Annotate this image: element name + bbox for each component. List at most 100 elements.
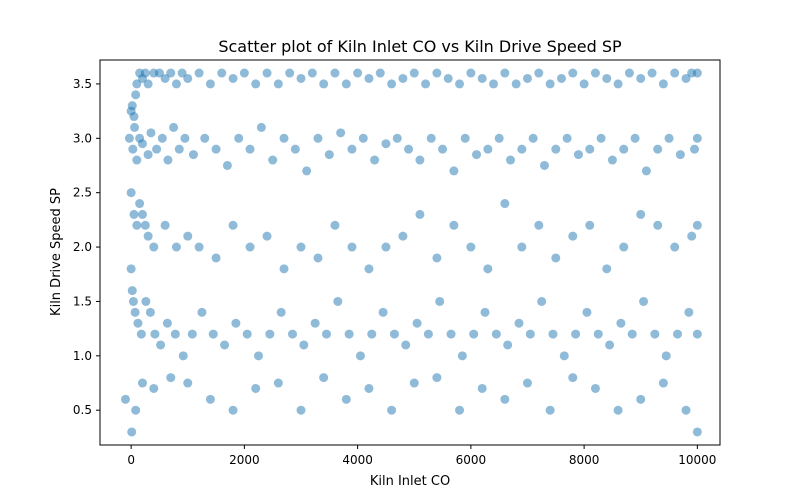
data-point: [537, 296, 547, 306]
y-tick-label: 2.5: [73, 186, 92, 200]
data-point: [613, 79, 623, 89]
data-point: [673, 329, 683, 339]
data-point: [449, 220, 459, 230]
data-point: [477, 383, 487, 393]
data-point: [211, 253, 221, 263]
data-point: [163, 155, 173, 165]
x-tick-label: 2000: [229, 453, 260, 467]
data-point: [522, 73, 532, 83]
data-point: [187, 329, 197, 339]
data-point: [211, 144, 221, 154]
data-point: [239, 68, 249, 78]
data-point: [296, 242, 306, 252]
data-points: [120, 68, 702, 437]
data-point: [616, 318, 626, 328]
data-point: [296, 405, 306, 415]
data-point: [347, 242, 357, 252]
data-point: [602, 264, 612, 274]
data-point: [313, 253, 323, 263]
data-point: [254, 351, 264, 361]
data-point: [367, 329, 377, 339]
data-point: [650, 329, 660, 339]
data-point: [426, 133, 436, 143]
data-point: [341, 394, 351, 404]
data-point: [590, 68, 600, 78]
data-point: [319, 79, 329, 89]
y-tick-label: 3.0: [73, 131, 92, 145]
data-point: [152, 144, 162, 154]
data-point: [130, 307, 140, 317]
data-point: [355, 351, 365, 361]
data-point: [169, 122, 179, 132]
data-point: [457, 351, 467, 361]
data-point: [664, 133, 674, 143]
data-point: [658, 378, 668, 388]
data-point: [166, 373, 176, 383]
data-point: [127, 286, 137, 296]
data-point: [302, 166, 312, 176]
data-point: [585, 220, 595, 230]
data-point: [296, 73, 306, 83]
data-point: [143, 79, 153, 89]
data-point: [636, 209, 646, 219]
data-point: [156, 340, 166, 350]
data-point: [647, 68, 657, 78]
data-point: [370, 155, 380, 165]
data-point: [220, 340, 230, 350]
data-point: [525, 329, 535, 339]
data-point: [571, 329, 581, 339]
data-point: [183, 378, 193, 388]
data-point: [126, 264, 136, 274]
data-point: [222, 160, 232, 170]
data-point: [166, 68, 176, 78]
data-point: [146, 128, 156, 138]
data-point: [131, 90, 141, 100]
data-point: [398, 231, 408, 241]
data-point: [432, 373, 442, 383]
data-point: [310, 318, 320, 328]
data-point: [262, 231, 272, 241]
data-point: [290, 144, 300, 154]
data-point: [127, 101, 137, 111]
data-point: [132, 220, 142, 230]
data-point: [605, 340, 615, 350]
data-point: [197, 307, 207, 317]
y-axis-label: Kiln Drive Speed SP: [49, 188, 64, 316]
data-point: [265, 329, 275, 339]
data-point: [162, 318, 172, 328]
data-point: [517, 144, 527, 154]
data-point: [124, 133, 134, 143]
data-point: [143, 150, 153, 160]
data-point: [661, 351, 671, 361]
data-point: [511, 79, 521, 89]
data-point: [129, 209, 139, 219]
data-point: [545, 405, 555, 415]
data-point: [171, 242, 181, 252]
data-point: [491, 329, 501, 339]
data-point: [180, 133, 190, 143]
data-point: [353, 68, 363, 78]
data-point: [132, 155, 142, 165]
data-point: [188, 150, 198, 160]
data-point: [477, 73, 487, 83]
data-point: [455, 79, 465, 89]
data-point: [602, 73, 612, 83]
data-point: [276, 307, 286, 317]
data-point: [401, 340, 411, 350]
data-point: [681, 73, 691, 83]
data-point: [460, 133, 470, 143]
x-tick-label: 8000: [569, 453, 600, 467]
data-point: [205, 79, 215, 89]
data-point: [279, 264, 289, 274]
data-point: [347, 144, 357, 154]
x-axis-label: Kiln Inlet CO: [370, 474, 450, 489]
data-point: [684, 307, 694, 317]
y-tick-label: 2.0: [73, 240, 92, 254]
data-point: [551, 253, 561, 263]
data-point: [140, 68, 150, 78]
data-point: [228, 220, 238, 230]
data-point: [590, 383, 600, 393]
data-point: [681, 405, 691, 415]
